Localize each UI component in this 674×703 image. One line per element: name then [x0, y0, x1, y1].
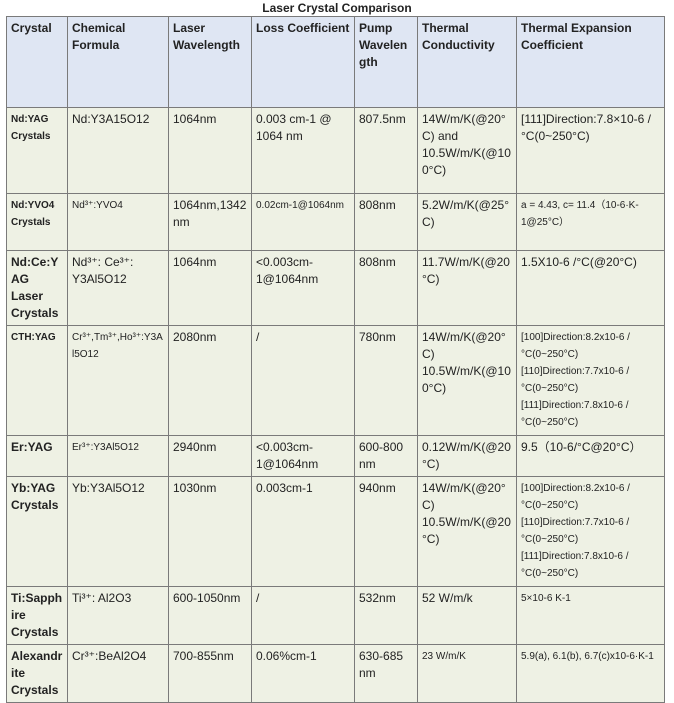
thermal-expansion-line: [110]Direction:7.7x10-6 /°C(0~250°C): [521, 517, 630, 545]
pump-wavelength: 940nm: [354, 476, 418, 587]
thermal-conductivity: 14W/m/K(@20°C) 10.5W/m/K(@20°C): [417, 476, 517, 587]
loss-coefficient: <0.003cm-1@1064nm: [251, 250, 355, 326]
laser-wavelength: 2940nm: [168, 435, 252, 477]
thermal-expansion: 5×10-6 K-1: [516, 586, 665, 645]
crystal-name: CTH:YAG: [6, 325, 68, 436]
loss-coefficient: /: [251, 586, 355, 645]
thermal-expansion: 9.5（10-6/°C@20°C）: [516, 435, 665, 477]
header-chemical-formula: Chemical Formula: [67, 16, 169, 108]
crystal-name: Nd:Ce:YAG Laser Crystals: [6, 250, 68, 326]
chemical-formula: Ti³⁺: Al2O3: [67, 586, 169, 645]
thermal-conductivity-line: 10.5W/m/K(@20°C): [422, 515, 511, 546]
laser-wavelength: 1064nm: [168, 250, 252, 326]
header-thermal-conductivity: Thermal Conductivity: [417, 16, 517, 108]
table-row: Alexandrite Crystals Cr³⁺:BeAl2O4 700-85…: [6, 644, 665, 703]
thermal-conductivity-line: 14W/m/K(@20°C): [422, 330, 506, 361]
loss-coefficient: 0.06%cm-1: [251, 644, 355, 703]
crystal-name: Nd:YVO4 Crystals: [6, 193, 68, 251]
crystal-name: Er:YAG: [6, 435, 68, 477]
crystal-name: Nd:YAG Crystals: [6, 107, 68, 194]
thermal-expansion-line: [100]Direction:8.2x10-6 /°C(0~250°C): [521, 332, 630, 360]
table-row: Nd:YVO4 Crystals Nd³⁺:YVO4 1064nm,1342nm…: [6, 193, 665, 251]
thermal-expansion-line: [100]Direction:8.2x10-6 /°C(0~250°C): [521, 483, 630, 511]
crystal-name: Ti:Sapphire Crystals: [6, 586, 68, 645]
header-loss-coefficient: Loss Coefficient: [251, 16, 355, 108]
thermal-expansion: 5.9(a), 6.1(b), 6.7(c)x10-6·K-1: [516, 644, 665, 703]
laser-wavelength: 1064nm: [168, 107, 252, 194]
laser-wavelength: 1030nm: [168, 476, 252, 587]
page-title: Laser Crystal Comparison: [262, 1, 412, 15]
crystal-name: Alexandrite Crystals: [6, 644, 68, 703]
thermal-conductivity: 14W/m/K(@20°C) 10.5W/m/K(@100°C): [417, 325, 517, 436]
table-row: CTH:YAG Cr³⁺,Tm³⁺,Ho³⁺:Y3Al5O12 2080nm /…: [6, 325, 665, 436]
thermal-conductivity: 52 W/m/k: [417, 586, 517, 645]
thermal-expansion-line: [111]Direction:7.8x10-6 /°C(0~250°C): [521, 400, 629, 428]
table-header-row: Crystal Chemical Formula Laser Wavelengt…: [6, 16, 665, 108]
loss-coefficient: <0.003cm-1@1064nm: [251, 435, 355, 477]
thermal-expansion-line: [110]Direction:7.7x10-6 /°C(0~250°C): [521, 366, 630, 394]
pump-wavelength: 808nm: [354, 250, 418, 326]
chemical-formula: Yb:Y3Al5O12: [67, 476, 169, 587]
chemical-formula: Er³⁺:Y3Al5O12: [67, 435, 169, 477]
pump-wavelength: 808nm: [354, 193, 418, 251]
chemical-formula: Nd³⁺: Ce³⁺: Y3Al5O12: [67, 250, 169, 326]
laser-wavelength: 2080nm: [168, 325, 252, 436]
thermal-expansion: [111]Direction:7.8×10-6 /°C(0~250°C): [516, 107, 665, 194]
laser-wavelength: 700-855nm: [168, 644, 252, 703]
thermal-expansion: a = 4.43, c= 11.4（10-6·K-1@25°C）: [516, 193, 665, 251]
thermal-conductivity-line: 10.5W/m/K(@100°C): [422, 364, 511, 395]
laser-wavelength: 600-1050nm: [168, 586, 252, 645]
thermal-expansion-line: [111]Direction:7.8x10-6 /°C(0~250°C): [521, 551, 629, 579]
loss-coefficient: 0.003cm-1: [251, 476, 355, 587]
loss-coefficient: /: [251, 325, 355, 436]
table-row: Nd:YAG Crystals Nd:Y3A15O12 1064nm 0.003…: [6, 107, 665, 194]
loss-coefficient: 0.003 cm-1 @ 1064 nm: [251, 107, 355, 194]
chemical-formula: Cr³⁺:BeAl2O4: [67, 644, 169, 703]
thermal-expansion: 1.5X10-6 /°C(@20°C): [516, 250, 665, 326]
thermal-expansion: [100]Direction:8.2x10-6 /°C(0~250°C) [11…: [516, 325, 665, 436]
pump-wavelength: 532nm: [354, 586, 418, 645]
crystal-comparison-table: Crystal Chemical Formula Laser Wavelengt…: [6, 16, 665, 703]
header-pump-wavelength: Pump Wavelength: [354, 16, 418, 108]
header-laser-wavelength: Laser Wavelength: [168, 16, 252, 108]
header-crystal: Crystal: [6, 16, 68, 108]
chemical-formula: Nd³⁺:YVO4: [67, 193, 169, 251]
table-row: Er:YAG Er³⁺:Y3Al5O12 2940nm <0.003cm-1@1…: [6, 435, 665, 477]
thermal-conductivity: 11.7W/m/K(@20°C): [417, 250, 517, 326]
thermal-conductivity: 23 W/m/K: [417, 644, 517, 703]
thermal-expansion: [100]Direction:8.2x10-6 /°C(0~250°C) [11…: [516, 476, 665, 587]
loss-coefficient: 0.02cm-1@1064nm: [251, 193, 355, 251]
table-row: Yb:YAG Crystals Yb:Y3Al5O12 1030nm 0.003…: [6, 476, 665, 587]
pump-wavelength: 600-800 nm: [354, 435, 418, 477]
thermal-conductivity: 14W/m/K(@20°C) and 10.5W/m/K(@100°C): [417, 107, 517, 194]
pump-wavelength: 780nm: [354, 325, 418, 436]
thermal-conductivity: 0.12W/m/K(@20°C): [417, 435, 517, 477]
table-row: Nd:Ce:YAG Laser Crystals Nd³⁺: Ce³⁺: Y3A…: [6, 250, 665, 326]
header-thermal-expansion: Thermal Expansion Coefficient: [516, 16, 665, 108]
chemical-formula: Cr³⁺,Tm³⁺,Ho³⁺:Y3Al5O12: [67, 325, 169, 436]
thermal-conductivity-line: 14W/m/K(@20°C): [422, 481, 506, 512]
table-row: Ti:Sapphire Crystals Ti³⁺: Al2O3 600-105…: [6, 586, 665, 645]
laser-wavelength: 1064nm,1342nm: [168, 193, 252, 251]
crystal-name: Yb:YAG Crystals: [6, 476, 68, 587]
pump-wavelength: 630-685 nm: [354, 644, 418, 703]
chemical-formula: Nd:Y3A15O12: [67, 107, 169, 194]
thermal-conductivity: 5.2W/m/K(@25°C): [417, 193, 517, 251]
pump-wavelength: 807.5nm: [354, 107, 418, 194]
